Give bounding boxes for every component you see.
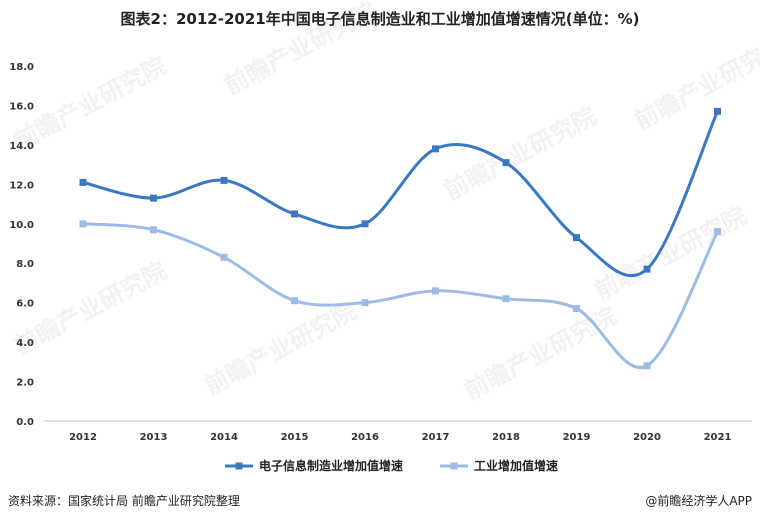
- data-point: [643, 362, 651, 370]
- x-tick-label: 2013: [140, 432, 168, 443]
- x-tick-label: 2018: [492, 432, 520, 443]
- credit-note: @前瞻经济学人APP: [645, 494, 752, 508]
- data-point: [573, 305, 580, 313]
- y-tick-label: 4.0: [16, 338, 34, 349]
- data-point: [150, 226, 157, 234]
- x-tick-label: 2014: [210, 432, 238, 443]
- data-point: [79, 220, 87, 228]
- data-point: [502, 159, 510, 167]
- data-point: [150, 194, 157, 202]
- x-axis-ticks: 2012 2013 2014 2015 2016 2017 2018 2019 2020 2021: [69, 432, 731, 443]
- series-line: [82, 222, 719, 370]
- x-tick-label: 2017: [422, 432, 450, 443]
- y-axis-ticks: 0.0 2.0 4.0 6.0 8.0 10.0 12.0 14.0 16.0 18.0: [9, 62, 34, 428]
- legend: 电子信息制造业增加值增速 工业增加值增速: [225, 458, 558, 473]
- legend-label: 工业增加值增速: [474, 458, 558, 473]
- series-layer: [79, 107, 721, 370]
- watermark-text: 前瞻产业研究院: [200, 297, 361, 401]
- x-tick-label: 2012: [69, 432, 97, 443]
- watermark-text: 前瞻产业研究院: [460, 302, 621, 406]
- series-line: [82, 110, 719, 278]
- data-point: [79, 178, 87, 186]
- source-note: 资料来源：国家统计局 前瞻产业研究院整理: [8, 494, 240, 508]
- x-tick-label: 2016: [351, 432, 379, 443]
- data-point: [291, 210, 298, 218]
- y-tick-label: 8.0: [16, 259, 34, 270]
- y-tick-label: 14.0: [9, 141, 34, 152]
- data-point: [432, 287, 439, 295]
- series-1: [79, 107, 721, 278]
- y-tick-label: 10.0: [9, 220, 34, 231]
- data-point: [361, 220, 369, 228]
- legend-label: 电子信息制造业增加值增速: [259, 458, 403, 473]
- data-point: [502, 295, 510, 303]
- data-point: [714, 107, 721, 115]
- data-point: [714, 228, 721, 236]
- x-tick-label: 2020: [633, 432, 661, 443]
- data-point: [291, 297, 298, 305]
- watermark-text: 前瞻产业研究院: [630, 32, 760, 136]
- x-tick-label: 2019: [563, 432, 591, 443]
- x-tick-label: 2015: [281, 432, 309, 443]
- data-point: [432, 145, 439, 153]
- y-tick-label: 2.0: [16, 378, 34, 389]
- y-tick-label: 18.0: [9, 62, 34, 73]
- y-tick-label: 0.0: [16, 417, 34, 428]
- x-tick-label: 2021: [704, 432, 732, 443]
- data-point: [220, 176, 228, 184]
- y-tick-label: 16.0: [9, 101, 34, 112]
- watermark-text: 前瞻产业研究院: [590, 202, 751, 306]
- data-point: [573, 234, 580, 242]
- series-2: [79, 220, 721, 370]
- legend-marker: [235, 462, 243, 470]
- data-point: [643, 265, 651, 273]
- data-point: [220, 253, 228, 261]
- chart-title: 图表2：2012-2021年中国电子信息制造业和工业增加值增速情况(单位：%): [120, 10, 640, 28]
- y-tick-label: 6.0: [16, 299, 34, 310]
- legend-marker: [450, 462, 458, 470]
- data-point: [361, 299, 369, 307]
- watermark-text: 前瞻产业研究院: [220, 0, 381, 100]
- watermark-text: 前瞻产业研究院: [440, 102, 601, 206]
- y-tick-label: 12.0: [9, 180, 34, 191]
